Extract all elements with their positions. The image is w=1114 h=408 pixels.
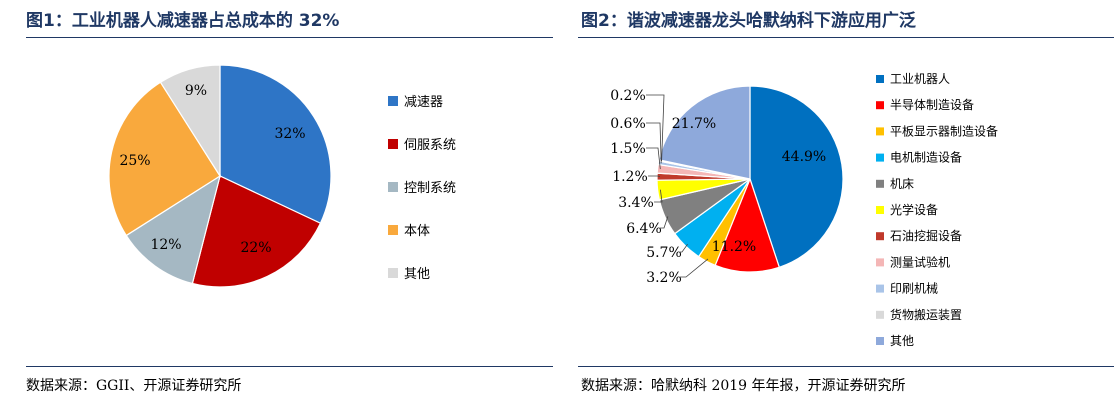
figure-2-bottom-rule	[578, 366, 1114, 367]
leader-line-slice-8-2	[646, 147, 661, 170]
legend-swatch-slice-4-2	[876, 153, 884, 162]
pie-slice-2-2	[714, 177, 781, 273]
figure-2-source: 数据来源：哈默纳科 2019 年年报，开源证券研究所	[581, 378, 906, 394]
legend-label-slice-2-2: 半导体制造设备	[890, 98, 974, 112]
slice-label-slice-5-2: 6.4%	[626, 221, 662, 237]
legend-item-slice-8-2: 测量试验机	[876, 254, 950, 269]
legend-item-slice-3-1: 控制系统	[388, 181, 456, 196]
leader-line-slice-7-2	[648, 175, 660, 178]
slice-label-slice-10-2: 0.2%	[610, 88, 646, 104]
slice-label-slice-2-2: 11.2%	[712, 239, 756, 255]
pie-slice-1-1	[219, 64, 332, 225]
legend-swatch-slice-11-2	[876, 337, 884, 345]
legend-item-slice-5-1: 其他	[388, 267, 430, 282]
legend-label-slice-5-1: 其他	[404, 267, 430, 282]
legend-swatch-slice-1-2	[876, 75, 884, 83]
pie-slice-5-1	[159, 64, 221, 179]
legend-item-slice-4-1: 本体	[388, 224, 430, 239]
legend-label-slice-6-2: 光学设备	[890, 202, 938, 217]
slice-label-slice-4-1: 25%	[119, 153, 150, 169]
legend-item-slice-7-2: 石油挖掘设备	[876, 228, 962, 243]
legend-label-slice-10-2: 货物搬运装置	[890, 307, 962, 322]
figure-1-bottom-rule	[26, 366, 553, 367]
legend-label-slice-4-2: 电机制造设备	[890, 151, 962, 165]
legend-swatch-slice-2-2	[876, 101, 884, 110]
legend-item-slice-2-1: 伺服系统	[388, 138, 456, 153]
slice-label-slice-2-1: 22%	[240, 240, 271, 256]
legend-item-slice-1-2: 工业机器人	[876, 72, 950, 86]
leader-line-slice-6-2	[654, 189, 663, 203]
legend-swatch-slice-3-2	[876, 127, 884, 136]
figure-2-top-rule	[578, 37, 1114, 38]
legend-swatch-slice-9-2	[876, 284, 884, 293]
slice-labels: 44.9% 11.2% 3.2% 5.7% 6.4% 3.4% 1.2% 1.5% 0.6% 0.…	[610, 88, 826, 286]
pie-slice-3-1	[125, 174, 221, 285]
legend-item-slice-6-2: 光学设备	[876, 202, 938, 217]
legend-label-slice-9-2: 印刷机械	[890, 281, 938, 296]
legend-label-slice-3-1: 控制系统	[404, 181, 456, 196]
legend-swatch-slice-10-2	[876, 310, 884, 319]
figure-2-pie-chart: 44.9% 11.2% 3.2% 5.7% 6.4% 3.4% 1.2% 1.5% 0.6% 0.…	[610, 72, 998, 348]
legend-label-slice-1-2: 工业机器人	[890, 72, 950, 86]
legend: 工业机器人半导体制造设备平板显示器制造设备电机制造设备机床光学设备石油挖掘设备测…	[876, 72, 998, 348]
legend-label-slice-5-2: 机床	[890, 177, 914, 191]
figure-1-panel: 图1：工业机器人减速器占总成本的 32% 32% 22% 12% 25% 9% 减速器伺服…	[0, 0, 553, 408]
legend-item-slice-9-2: 印刷机械	[876, 281, 938, 296]
legend-label-slice-2-1: 伺服系统	[404, 138, 456, 153]
legend-item-slice-2-2: 半导体制造设备	[876, 98, 974, 112]
pie-slice-4-1	[108, 81, 221, 237]
slice-label-slice-1-1: 32%	[274, 126, 305, 142]
pie-slice-2-1	[191, 175, 322, 288]
legend-label-slice-11-2: 其他	[890, 334, 914, 348]
slice-label-slice-8-2: 1.5%	[610, 141, 646, 157]
legend-swatch-slice-1-1	[388, 96, 398, 106]
figure-1-title: 图1：工业机器人减速器占总成本的 32%	[26, 11, 340, 31]
slice-label-slice-4-2: 5.7%	[646, 245, 682, 261]
slice-label-slice-7-2: 1.2%	[612, 169, 648, 185]
figure-2-panel: 图2：谐波减速器龙头哈默纳科下游应用广泛 44.9% 11.2% 3.2% 5.7% 6…	[578, 0, 1114, 408]
legend-item-slice-11-2: 其他	[876, 334, 914, 348]
legend-item-slice-10-2: 货物搬运装置	[876, 307, 962, 322]
pie-slices	[108, 64, 332, 288]
legend-swatch-slice-2-1	[388, 139, 398, 149]
legend-swatch-slice-6-2	[876, 206, 884, 214]
legend-label-slice-3-2: 平板显示器制造设备	[890, 124, 998, 138]
legend-swatch-slice-5-1	[388, 268, 398, 278]
legend-swatch-slice-5-2	[876, 179, 884, 188]
pie-slice-1-2	[749, 85, 844, 269]
legend-swatch-slice-3-1	[388, 182, 398, 192]
legend-label-slice-1-1: 减速器	[404, 95, 443, 110]
slice-label-slice-3-2: 3.2%	[646, 270, 682, 286]
legend-item-slice-5-2: 机床	[876, 177, 914, 191]
slice-label-slice-11-2: 21.7%	[672, 116, 716, 132]
slice-label-slice-3-1: 12%	[150, 237, 181, 253]
pie-slices	[656, 85, 844, 273]
leader-line-slice-4-2	[680, 243, 688, 253]
legend-label-slice-7-2: 石油挖掘设备	[890, 228, 962, 243]
legend-label-slice-4-1: 本体	[404, 224, 430, 239]
legend-item-slice-1-1: 减速器	[388, 95, 443, 110]
slice-label-slice-6-2: 3.4%	[618, 195, 654, 211]
legend-item-slice-4-2: 电机制造设备	[876, 151, 962, 165]
legend-label-slice-8-2: 测量试验机	[890, 254, 950, 269]
legend-swatch-slice-4-1	[388, 225, 398, 235]
slice-label-slice-1-2: 44.9%	[782, 149, 826, 165]
slice-labels: 32% 22% 12% 25% 9%	[119, 83, 305, 256]
leader-line-slice-9-2	[646, 122, 662, 164]
legend-swatch-slice-8-2	[876, 258, 884, 267]
figure-2-title: 图2：谐波减速器龙头哈默纳科下游应用广泛	[581, 11, 916, 31]
figure-1-top-rule	[26, 37, 553, 38]
figure-1-source: 数据来源：GGII、开源证券研究所	[26, 378, 242, 394]
leader-line-slice-10-2	[646, 94, 665, 162]
legend-item-slice-3-2: 平板显示器制造设备	[876, 124, 998, 138]
leader-line-slice-3-2	[680, 258, 709, 278]
slice-label-slice-5-1: 9%	[185, 83, 207, 99]
leader-line-slice-5-2	[660, 216, 669, 229]
legend-swatch-slice-7-2	[876, 232, 884, 241]
slice-label-slice-9-2: 0.6%	[610, 116, 646, 132]
